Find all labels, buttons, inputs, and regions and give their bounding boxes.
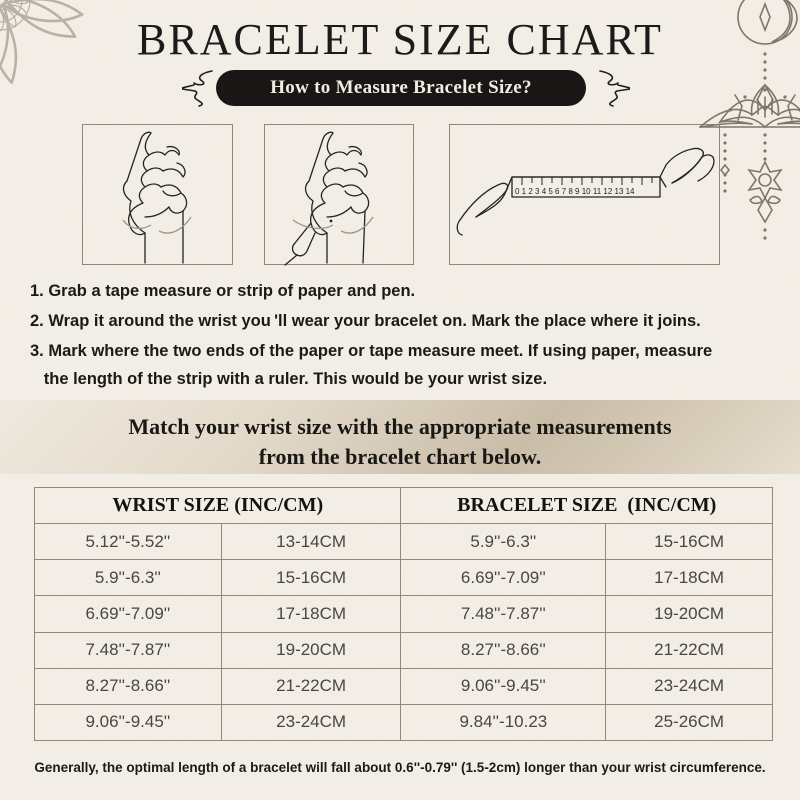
svg-text:0 1 2 3 4 5 6 7 8 9 10 11 12 1: 0 1 2 3 4 5 6 7 8 9 10 11 12 13 14 <box>515 187 635 196</box>
